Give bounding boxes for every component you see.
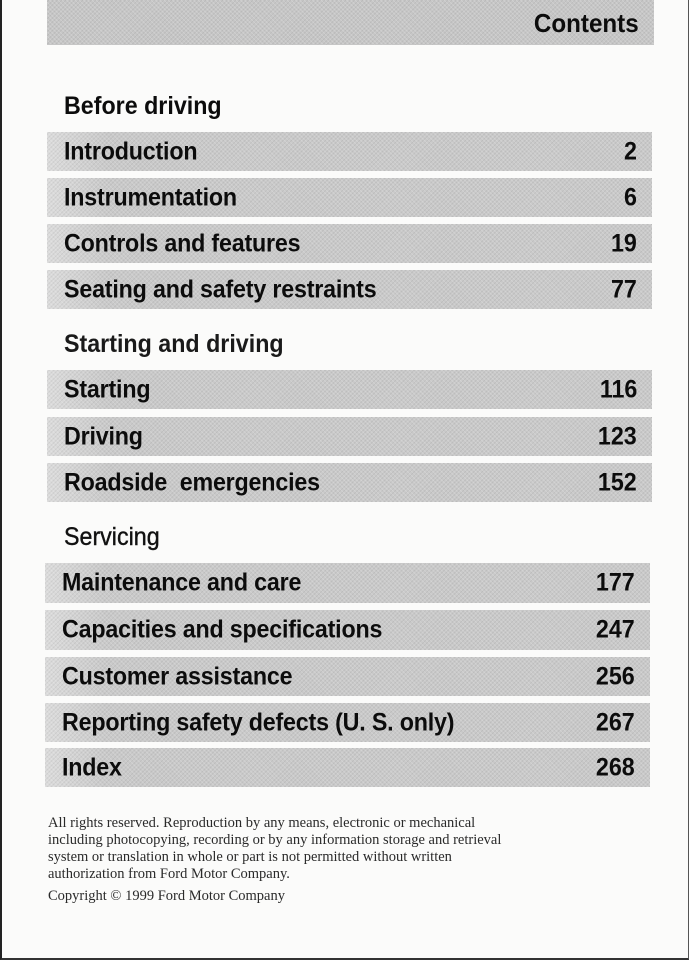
toc-entry-label: Index [62,753,122,781]
section-heading-before-driving: Before driving [64,92,222,120]
toc-entry-label: Seating and safety restraints [64,275,377,303]
toc-entry-page: 2 [624,137,637,165]
legal-line: including photocopying, recording or by … [48,832,502,848]
toc-entry-capacities-and-specifications[interactable]: Capacities and specifications 247 [45,610,650,650]
toc-entry-roadside-emergencies[interactable]: Roadside emergencies 152 [47,463,652,502]
toc-entry-introduction[interactable]: Introduction 2 [47,132,652,171]
toc-entry-page: 152 [598,468,637,496]
toc-entry-label: Instrumentation [64,183,237,211]
toc-entry-seating-and-safety-restraints[interactable]: Seating and safety restraints 77 [47,270,652,309]
toc-entry-label: Controls and features [64,229,301,257]
legal-line: All rights reserved. Reproduction by any… [48,815,476,831]
page-title: Contents [534,8,639,38]
toc-entry-page: 116 [599,375,637,403]
toc-entry-instrumentation[interactable]: Instrumentation 6 [47,178,652,217]
toc-entry-label: Introduction [64,137,198,165]
toc-entry-page: 247 [596,615,635,644]
toc-entry-label: Maintenance and care [62,568,302,597]
toc-entry-maintenance-and-care[interactable]: Maintenance and care 177 [45,563,650,603]
toc-entry-controls-and-features[interactable]: Controls and features 19 [47,224,652,263]
toc-entry-label: Reporting safety defects (U. S. only) [62,708,455,736]
toc-entry-label: Roadside emergencies [64,468,320,496]
copyright-notice: Copyright © 1999 Ford Motor Company [48,888,285,904]
toc-entry-label: Customer assistance [62,662,293,690]
toc-entry-customer-assistance[interactable]: Customer assistance 256 [45,657,650,696]
toc-entry-page: 77 [611,275,637,303]
toc-entry-page: 123 [598,422,637,450]
legal-notice: All rights reserved. Reproduction by any… [48,815,568,883]
toc-entry-label: Driving [64,422,143,450]
toc-entry-page: 6 [624,183,637,211]
toc-entry-page: 268 [596,753,635,781]
legal-line: system or translation in whole or part i… [48,849,452,865]
legal-line: authorization from Ford Motor Company. [48,866,290,882]
toc-entry-index[interactable]: Index 268 [45,748,650,787]
toc-entry-page: 256 [596,662,635,690]
section-heading-servicing: Servicing [64,523,160,551]
contents-header-bar: Contents [47,0,654,45]
toc-entry-page: 267 [596,708,635,736]
section-heading-starting-and-driving: Starting and driving [64,330,284,358]
toc-entry-label: Starting [64,375,151,403]
toc-entry-reporting-safety-defects[interactable]: Reporting safety defects (U. S. only) 26… [45,703,650,742]
toc-entry-label: Capacities and specifications [62,615,383,644]
toc-entry-page: 177 [596,568,635,597]
toc-entry-page: 19 [611,229,637,257]
toc-entry-starting[interactable]: Starting 116 [47,370,652,409]
toc-entry-driving[interactable]: Driving 123 [47,417,652,456]
